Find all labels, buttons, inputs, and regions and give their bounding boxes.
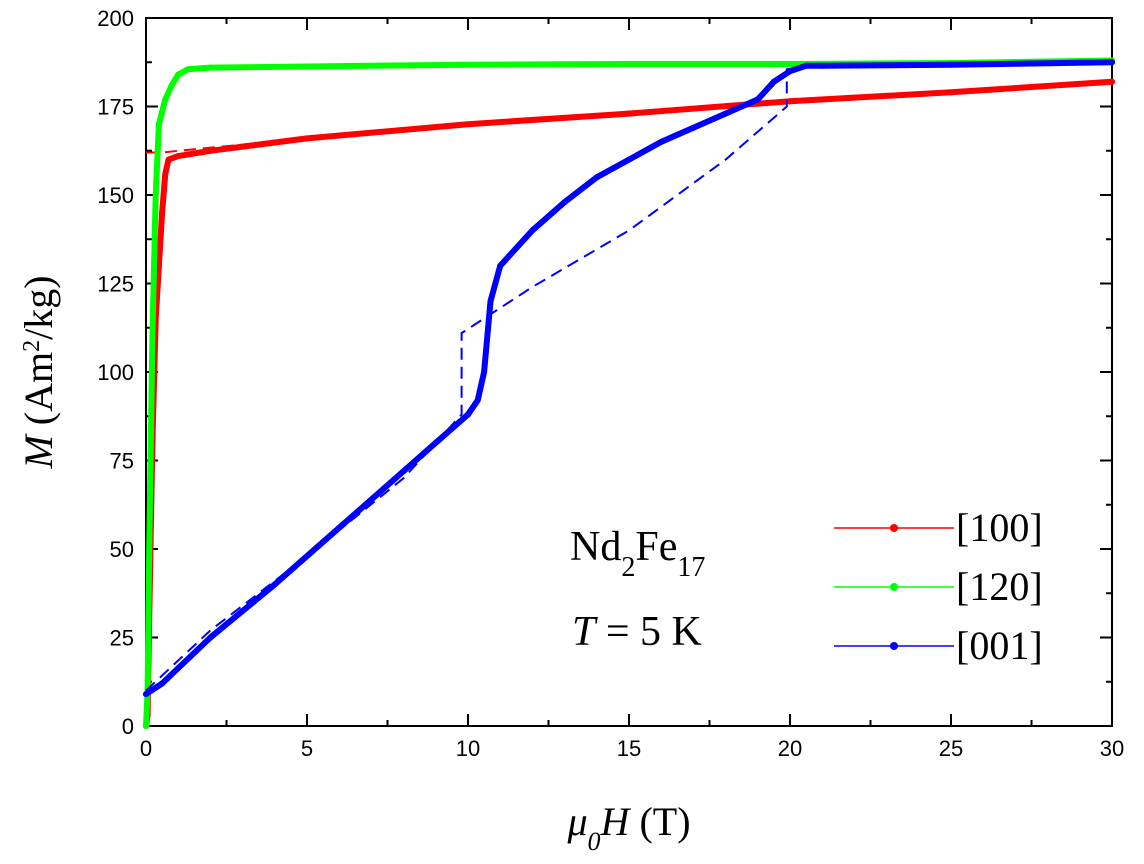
series-100-point [155, 262, 162, 269]
series-001-point [754, 96, 761, 103]
series-001-point [481, 369, 488, 375]
x-tick-label: 10 [456, 736, 480, 761]
series-100-point [304, 135, 310, 142]
series-001-point [1109, 59, 1115, 66]
compound-a-sub: 2 [621, 552, 635, 583]
series-001-point [474, 397, 481, 404]
legend-100-label: [100] [956, 505, 1043, 550]
series-001-point [400, 468, 407, 475]
series-001-point [432, 439, 439, 446]
y-tick-label: 50 [110, 537, 134, 562]
series-001-point [487, 298, 494, 305]
series-001-point [819, 62, 826, 69]
series-001-point [948, 61, 954, 68]
series-120-point [175, 71, 182, 78]
series-001-point [465, 411, 471, 418]
series-001-point [626, 156, 632, 163]
y-tick-label: 100 [97, 360, 134, 385]
series-120-point [304, 63, 310, 70]
series-120-point [184, 66, 191, 73]
tick-labels: 0 5 10 15 20 25 30 0 25 50 75 100 125 150 175 200 [97, 6, 1124, 761]
compound-b-sub: 17 [677, 552, 705, 583]
series-120-point [465, 61, 471, 68]
series-120-point [626, 61, 632, 68]
series-120-point [207, 64, 214, 71]
legend-100-marker [890, 524, 898, 532]
y-axis-title: M (Am2/kg) [16, 275, 61, 469]
series-001-point [159, 680, 166, 687]
x-axis-title-symbol: μ [566, 799, 587, 844]
series-001-point [787, 68, 793, 75]
series-100-point [626, 110, 632, 117]
y-tick-label: 0 [122, 714, 134, 739]
y-tick-label: 25 [110, 626, 134, 651]
legend-120-label: [120] [956, 564, 1043, 609]
temperature-rest: = 5 K [595, 609, 702, 655]
series-120-point [162, 96, 169, 103]
legend-001-marker [890, 642, 898, 650]
temperature-var: T [572, 609, 598, 655]
x-axis-title-subscript: 0 [588, 827, 601, 856]
x-tick-label: 5 [301, 736, 313, 761]
series-100-point [787, 98, 793, 105]
series-001-point [658, 138, 665, 145]
series-100-point [175, 153, 182, 160]
x-axis-title: μ0H (T) [566, 799, 690, 856]
series-001-measured-line [143, 59, 1115, 698]
series-001-point [770, 78, 777, 85]
series-001-point [690, 124, 697, 131]
legend: [100] [120] [001] [834, 505, 1043, 668]
y-tick-label: 150 [97, 183, 134, 208]
y-tick-label: 125 [97, 272, 134, 297]
series-001-point [271, 581, 278, 588]
series-100-point [159, 209, 166, 216]
series-120-point [787, 61, 793, 68]
x-tick-label: 30 [1100, 736, 1124, 761]
series-100-point [207, 147, 214, 154]
series-120-point [149, 333, 156, 340]
series-120-point [152, 192, 159, 198]
series-layer [143, 57, 1115, 729]
series-120-point [168, 82, 175, 89]
series-120-point [146, 546, 153, 552]
series-100-point [1109, 78, 1115, 85]
legend-001-label: [001] [956, 623, 1043, 668]
y-axis-title-unit-post: /kg) [16, 275, 61, 339]
y-tick-label: 75 [110, 449, 134, 474]
series-001-point [593, 174, 600, 181]
compound-annotation: Nd2Fe17 [570, 524, 705, 583]
series-100-point [465, 121, 471, 128]
y-axis-title-unit-pre: (Am [16, 352, 61, 435]
y-tick-label: 175 [97, 95, 134, 120]
series-001-point [529, 227, 536, 234]
series-100-point [165, 156, 172, 163]
compound-a: Nd [570, 524, 621, 570]
x-axis-title-unit: (T) [629, 799, 690, 844]
series-001-point [803, 62, 810, 69]
series-001-point [722, 110, 729, 117]
series-001-point [497, 262, 504, 269]
legend-120-marker [890, 583, 898, 591]
x-tick-label: 0 [140, 736, 152, 761]
compound-b: Fe [635, 524, 677, 570]
x-axis-title-var: H [600, 799, 632, 844]
x-tick-label: 25 [939, 736, 963, 761]
series-100-point [162, 170, 169, 177]
x-tick-label: 15 [617, 736, 641, 761]
series-001-point [336, 524, 343, 531]
series-120-point [143, 723, 149, 729]
y-axis-title-sup: 2 [19, 340, 45, 352]
y-tick-label: 200 [97, 6, 134, 31]
series-100-point [948, 89, 954, 96]
series-001-point [207, 634, 214, 641]
series-001-point [143, 691, 149, 698]
x-tick-label: 20 [778, 736, 802, 761]
series-120-point [155, 121, 162, 128]
temperature-annotation: T = 5 K [572, 609, 702, 655]
y-axis-title-var: M [16, 433, 61, 470]
series-001-point [561, 199, 568, 206]
